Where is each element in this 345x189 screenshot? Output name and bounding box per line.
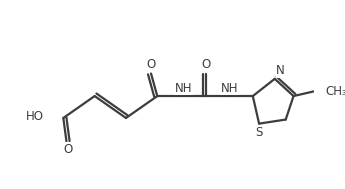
Text: O: O: [146, 58, 156, 71]
Text: O: O: [63, 143, 73, 156]
Text: NH: NH: [220, 81, 238, 94]
Text: NH: NH: [175, 81, 193, 94]
Text: HO: HO: [26, 110, 44, 123]
Text: N: N: [276, 64, 285, 77]
Text: CH₃: CH₃: [326, 85, 345, 98]
Text: O: O: [201, 58, 210, 71]
Text: S: S: [255, 126, 262, 139]
